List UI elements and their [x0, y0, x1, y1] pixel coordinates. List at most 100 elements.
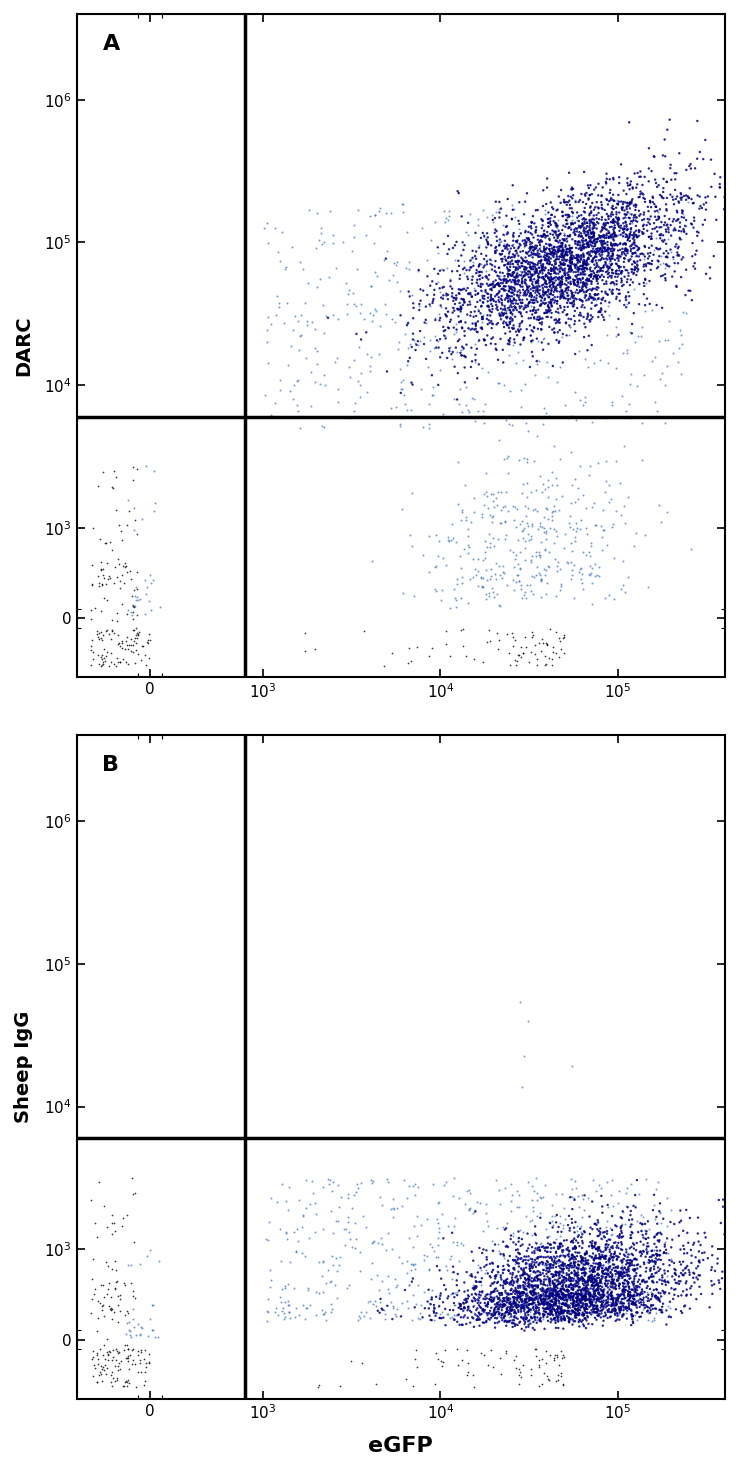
Point [474, 1270, 486, 1294]
Point [535, 585, 547, 609]
Point [706, 1235, 718, 1258]
Point [565, 245, 577, 269]
Point [641, 1241, 653, 1264]
Point [554, 310, 565, 334]
Point [530, 1338, 542, 1361]
Point [508, 1305, 520, 1329]
Point [621, 191, 633, 215]
Point [534, 512, 546, 535]
Point [556, 231, 568, 254]
Point [505, 1200, 517, 1223]
Point [587, 1285, 599, 1308]
Point [664, 1210, 676, 1233]
Point [129, 578, 140, 601]
Point [501, 313, 513, 337]
Point [508, 1301, 520, 1324]
Point [283, 1175, 295, 1198]
Point [565, 259, 577, 282]
Point [478, 225, 490, 248]
Point [497, 1302, 508, 1326]
Point [552, 1280, 564, 1304]
Point [378, 1302, 390, 1326]
Point [497, 1294, 509, 1317]
Point [585, 562, 596, 585]
Point [588, 1248, 600, 1272]
Point [550, 1311, 562, 1335]
Point [667, 265, 678, 288]
Point [576, 1183, 588, 1207]
Point [592, 287, 604, 310]
Point [595, 1291, 607, 1314]
Point [537, 256, 548, 279]
Point [424, 273, 436, 297]
Point [534, 465, 546, 488]
Point [601, 187, 613, 210]
Point [627, 1291, 638, 1314]
Point [627, 210, 638, 234]
Point [456, 1348, 468, 1372]
Point [386, 1291, 398, 1314]
Point [600, 269, 612, 293]
Point [633, 165, 645, 188]
Point [576, 563, 588, 587]
Point [542, 1292, 554, 1316]
Point [464, 1299, 476, 1323]
Point [369, 203, 381, 226]
Point [588, 225, 600, 248]
Point [624, 235, 636, 259]
Point [573, 476, 585, 500]
Point [588, 229, 599, 253]
Point [554, 287, 566, 310]
Point [585, 556, 597, 579]
Point [289, 304, 301, 328]
Point [538, 1304, 550, 1327]
Point [414, 1307, 426, 1330]
Point [554, 1272, 566, 1295]
Point [557, 1285, 569, 1308]
Point [477, 310, 488, 334]
Point [523, 291, 535, 315]
Point [550, 248, 562, 272]
Point [426, 1277, 438, 1301]
Point [580, 253, 592, 276]
Point [613, 244, 625, 268]
Point [525, 1254, 537, 1277]
Point [488, 1298, 500, 1322]
Point [497, 268, 509, 291]
Point [89, 1282, 101, 1305]
Point [576, 1261, 588, 1285]
Point [652, 1229, 664, 1252]
Point [507, 281, 519, 304]
Point [607, 241, 619, 265]
Point [533, 541, 545, 564]
Point [540, 528, 552, 551]
Point [731, 178, 739, 201]
Point [488, 1304, 500, 1327]
Point [591, 237, 603, 260]
Point [459, 256, 471, 279]
Point [262, 231, 273, 254]
Point [648, 1305, 660, 1329]
Point [540, 1297, 552, 1320]
Point [509, 297, 521, 320]
Point [694, 140, 706, 163]
Point [123, 634, 135, 657]
Point [674, 226, 686, 250]
Point [664, 156, 676, 179]
Point [572, 281, 584, 304]
Point [640, 1245, 652, 1269]
Point [508, 1304, 520, 1327]
Point [518, 1280, 530, 1304]
Point [430, 335, 442, 359]
Point [621, 1260, 633, 1283]
Point [686, 213, 698, 237]
Point [626, 223, 638, 247]
Point [522, 228, 534, 251]
Point [544, 228, 556, 251]
Point [571, 1298, 583, 1322]
Point [658, 1282, 670, 1305]
Point [487, 272, 499, 295]
Point [621, 1245, 633, 1269]
Point [557, 281, 569, 304]
Point [547, 1270, 559, 1294]
